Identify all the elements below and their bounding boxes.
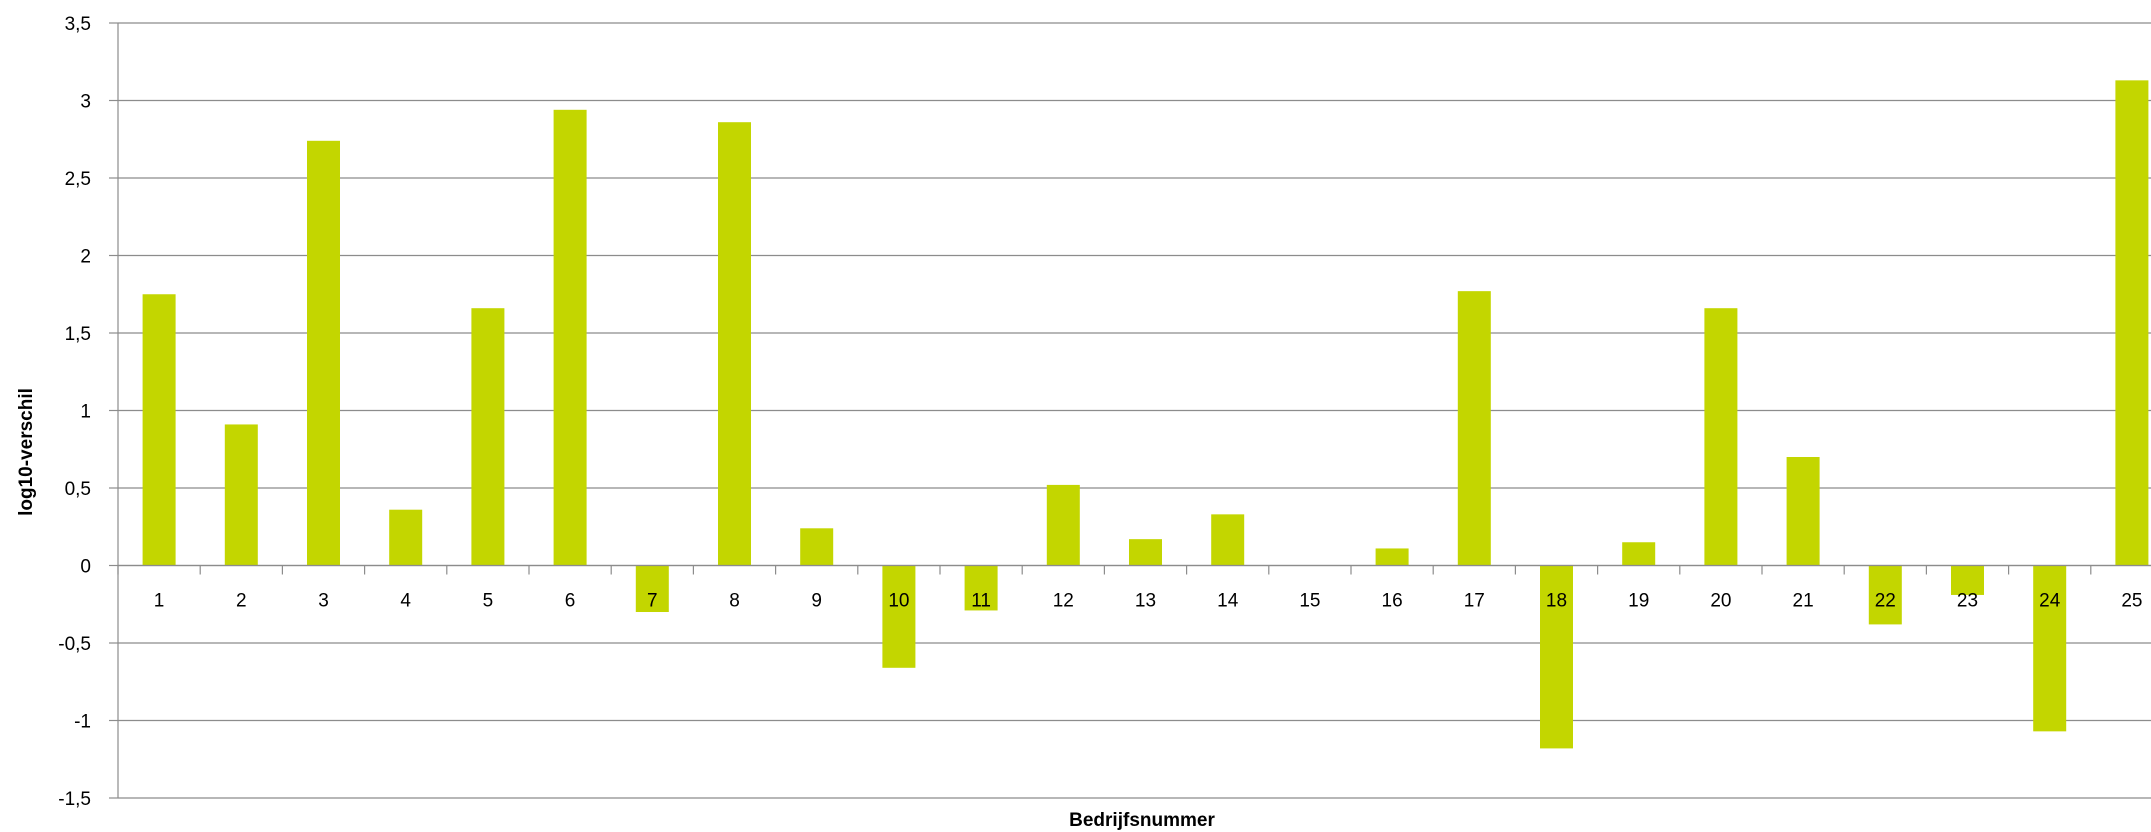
x-tick-label: 4: [400, 591, 411, 612]
bar: [1951, 565, 1984, 595]
y-tick-label: 2,5: [65, 169, 91, 190]
x-tick-label: 20: [1710, 591, 1731, 612]
bar: [553, 109, 587, 566]
x-tick-label: 2: [236, 591, 247, 612]
x-tick-label: 6: [565, 591, 576, 612]
x-tick-label: 3: [318, 591, 329, 612]
x-tick-label: 23: [1957, 591, 1978, 612]
y-tick-label: -1: [74, 712, 91, 733]
bar: [1375, 548, 1409, 566]
x-tick-label: 24: [2039, 591, 2061, 612]
x-tick-label: 21: [1793, 591, 1814, 612]
bar: [882, 565, 916, 668]
bar: [1868, 565, 1902, 625]
x-tick-label: 7: [647, 591, 658, 612]
x-tick-labels: 1 2 3 4 5 6 7 8 9 10 11 12 13 14 15 16 17 18 19 20 21 22 23 24 2…: [154, 591, 2143, 612]
bar: [1046, 484, 1080, 566]
bar: [2115, 80, 2149, 566]
gridlines: [118, 22, 2151, 799]
x-tick-label: 25: [2121, 591, 2142, 612]
x-tick-label: 14: [1217, 591, 1239, 612]
bar: [1211, 514, 1245, 566]
bars: [142, 80, 2149, 749]
y-tick-label: 3: [80, 92, 91, 113]
bar: [1704, 308, 1738, 566]
x-tick-label: 1: [154, 591, 165, 612]
bar: [1540, 565, 1573, 749]
x-tick-label: 22: [1875, 591, 1896, 612]
y-tick-label: 2: [80, 247, 91, 268]
x-tick-label: 19: [1628, 591, 1649, 612]
y-tick-label: 1,5: [65, 324, 91, 345]
y-tick-label: 0: [80, 557, 91, 578]
y-tick-label: 3,5: [65, 14, 91, 35]
bar: [964, 565, 998, 611]
axes: [109, 22, 2151, 799]
bar: [1622, 542, 1656, 566]
bar: [1129, 539, 1162, 566]
y-tick-label: -0,5: [58, 634, 91, 655]
y-axis-title: log10-verschil: [16, 388, 37, 516]
y-tick-labels: -1,5 -1 -0,5 0 0,5 1 1,5 2 2,5 3 3,5: [58, 14, 91, 810]
bar: [142, 294, 176, 566]
y-tick-label: -1,5: [58, 789, 91, 810]
x-tick-label: 15: [1299, 591, 1320, 612]
x-tick-label: 11: [971, 591, 991, 612]
x-tick-label: 10: [888, 591, 909, 612]
y-tick-label: 1: [80, 402, 91, 423]
bar: [1786, 457, 1820, 566]
x-tick-label: 16: [1382, 591, 1403, 612]
bar: [800, 528, 834, 566]
bar: [2033, 565, 2067, 732]
bar: [224, 424, 258, 566]
bar: [635, 565, 669, 612]
bar: [471, 308, 505, 566]
x-tick-label: 5: [483, 591, 494, 612]
x-tick-label: 13: [1135, 591, 1156, 612]
bar: [389, 509, 423, 566]
bar: [1457, 291, 1491, 566]
x-axis-title: Bedrijfsnummer: [1069, 810, 1215, 831]
y-tick-label: 0,5: [65, 479, 91, 500]
bar: [307, 140, 340, 566]
x-tick-label: 12: [1053, 591, 1074, 612]
bar: [718, 122, 751, 566]
x-tick-label: 8: [729, 591, 740, 612]
x-tick-label: 18: [1546, 591, 1567, 612]
x-tick-label: 17: [1464, 591, 1485, 612]
x-tick-label: 9: [811, 591, 822, 612]
